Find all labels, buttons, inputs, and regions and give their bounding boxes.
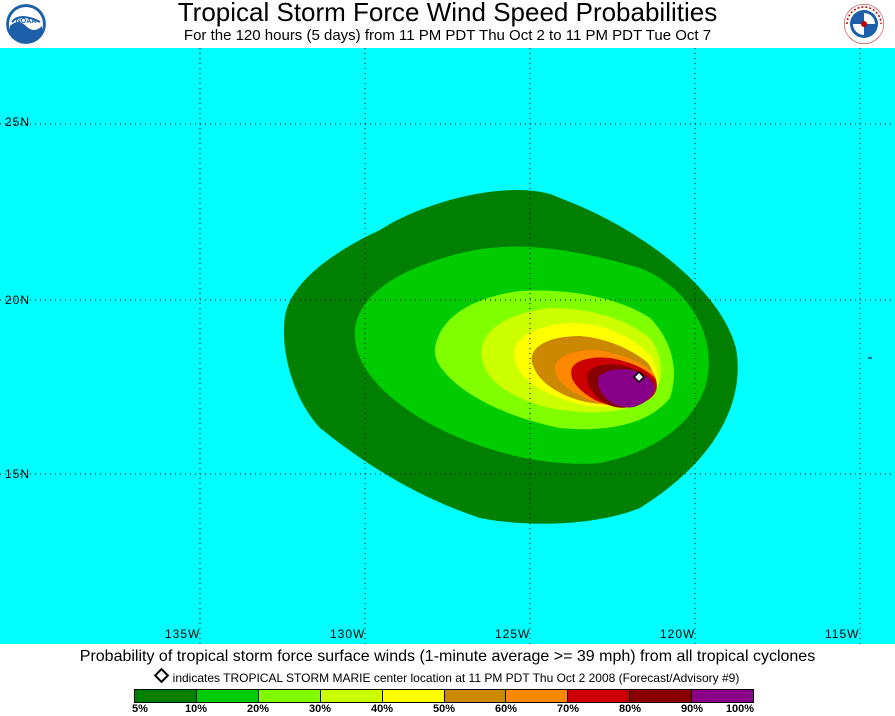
lat-label-15n: 15N: [5, 467, 31, 481]
lat-label-25n: 25N: [5, 115, 31, 129]
lon-label-115w: 115W: [825, 627, 860, 641]
legend-label: 50%: [432, 703, 456, 715]
legend-swatch: [258, 690, 321, 702]
legend-label: 70%: [556, 703, 580, 715]
legend-swatch: [444, 690, 507, 702]
page-title: Tropical Storm Force Wind Speed Probabil…: [177, 0, 718, 27]
map-caption: Probability of tropical storm force surf…: [79, 648, 816, 665]
legend-label: 10%: [184, 703, 208, 715]
legend-label: 5%: [132, 703, 148, 715]
legend-swatch: [382, 690, 445, 702]
noaa-logo: NOAA: [6, 4, 46, 44]
legend-swatch: [320, 690, 383, 702]
marker-note: indicates TROPICAL STORM MARIE center lo…: [0, 667, 895, 686]
marker-note-text: indicates TROPICAL STORM MARIE center lo…: [172, 671, 740, 685]
diamond-marker-icon: [153, 667, 169, 684]
storm-center-marker: [632, 370, 646, 384]
legend-color-bar: [134, 689, 754, 703]
page-subtitle: For the 120 hours (5 days) from 11 PM PD…: [183, 27, 712, 44]
legend-label: 20%: [246, 703, 270, 715]
noaa-logo-text: NOAA: [16, 18, 37, 25]
lon-label-135w: 135W: [165, 627, 201, 641]
legend-swatch: [506, 690, 569, 702]
lon-label-130w: 130W: [330, 627, 366, 641]
map-gridlines: [0, 48, 895, 644]
legend-label: 90%: [680, 703, 704, 715]
probability-contours: [283, 189, 738, 524]
legend-swatch: [692, 690, 754, 702]
probability-map: 25N 20N 15N 135W 130W 125W 120W 115W: [0, 48, 895, 644]
legend-label: 100%: [725, 703, 755, 715]
legend-label: 30%: [308, 703, 332, 715]
legend-swatch: [568, 690, 631, 702]
legend-label: 40%: [370, 703, 394, 715]
legend-swatch: [630, 690, 693, 702]
legend-swatch: [135, 690, 197, 702]
national-weather-service-logo: [844, 4, 884, 44]
legend-swatch: [196, 690, 259, 702]
legend-label: 60%: [494, 703, 518, 715]
legend-label: 80%: [618, 703, 642, 715]
lat-label-20n: 20N: [5, 293, 31, 307]
lon-label-120w: 120W: [660, 627, 696, 641]
lon-label-125w: 125W: [495, 627, 531, 641]
